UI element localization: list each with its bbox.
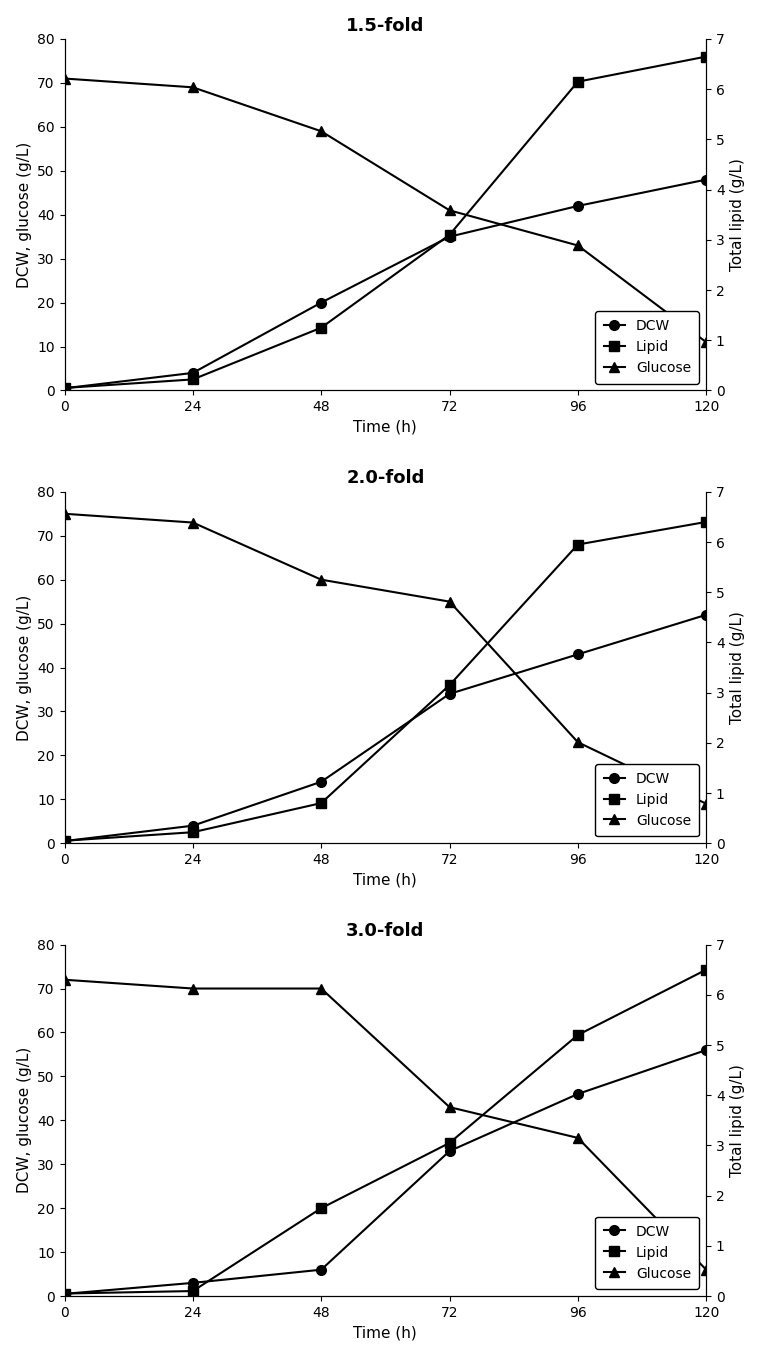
Lipid (188, 372, 197, 388)
Line: Lipid: Lipid (59, 52, 711, 392)
Legend: DCW, Lipid, Glucose: DCW, Lipid, Glucose (595, 311, 700, 384)
DCW (60, 380, 69, 396)
DCW (573, 646, 582, 662)
Y-axis label: DCW, glucose (g/L): DCW, glucose (g/L) (17, 141, 32, 288)
DCW (317, 1262, 326, 1278)
X-axis label: Time (h): Time (h) (354, 1326, 418, 1341)
Y-axis label: Total lipid (g/L): Total lipid (g/L) (730, 611, 745, 725)
Lipid (60, 833, 69, 849)
Legend: DCW, Lipid, Glucose: DCW, Lipid, Glucose (595, 764, 700, 836)
Line: DCW: DCW (59, 609, 711, 845)
Lipid (702, 962, 711, 978)
Glucose (702, 1262, 711, 1278)
Line: Lipid: Lipid (59, 517, 711, 845)
Y-axis label: Total lipid (g/L): Total lipid (g/L) (730, 1064, 745, 1177)
DCW (188, 817, 197, 833)
Glucose (188, 980, 197, 996)
Y-axis label: Total lipid (g/L): Total lipid (g/L) (730, 159, 745, 271)
Line: Glucose: Glucose (59, 974, 711, 1274)
Glucose (60, 972, 69, 988)
Line: DCW: DCW (59, 1045, 711, 1299)
DCW (702, 607, 711, 623)
Lipid (317, 1200, 326, 1216)
Glucose (445, 593, 454, 609)
DCW (702, 171, 711, 187)
Glucose (445, 202, 454, 218)
Line: Lipid: Lipid (59, 965, 711, 1299)
Glucose (702, 334, 711, 350)
Glucose (317, 571, 326, 588)
Lipid (60, 380, 69, 396)
Glucose (445, 1099, 454, 1115)
X-axis label: Time (h): Time (h) (354, 873, 418, 887)
Lipid (702, 49, 711, 65)
Lipid (573, 73, 582, 90)
DCW (188, 1274, 197, 1291)
Line: DCW: DCW (59, 175, 711, 394)
Lipid (445, 1134, 454, 1151)
Glucose (188, 514, 197, 531)
DCW (317, 294, 326, 311)
Legend: DCW, Lipid, Glucose: DCW, Lipid, Glucose (595, 1217, 700, 1289)
DCW (445, 228, 454, 244)
Title: 1.5-fold: 1.5-fold (346, 16, 424, 35)
Glucose (573, 734, 582, 750)
Lipid (188, 1282, 197, 1299)
DCW (573, 198, 582, 214)
Lipid (317, 795, 326, 811)
DCW (317, 773, 326, 790)
DCW (188, 365, 197, 381)
Lipid (573, 1027, 582, 1044)
Line: Glucose: Glucose (59, 509, 711, 809)
Lipid (317, 319, 326, 335)
Lipid (445, 227, 454, 243)
Title: 3.0-fold: 3.0-fold (346, 923, 424, 940)
DCW (60, 1285, 69, 1301)
Glucose (702, 795, 711, 811)
Line: Glucose: Glucose (59, 73, 711, 347)
Lipid (60, 1285, 69, 1301)
X-axis label: Time (h): Time (h) (354, 419, 418, 434)
Y-axis label: DCW, glucose (g/L): DCW, glucose (g/L) (17, 1048, 32, 1193)
Lipid (702, 514, 711, 531)
Y-axis label: DCW, glucose (g/L): DCW, glucose (g/L) (17, 594, 32, 741)
Lipid (188, 824, 197, 840)
DCW (445, 685, 454, 702)
Title: 2.0-fold: 2.0-fold (346, 470, 424, 487)
Glucose (573, 237, 582, 254)
Glucose (573, 1130, 582, 1147)
Lipid (445, 677, 454, 693)
Glucose (317, 123, 326, 140)
DCW (445, 1143, 454, 1159)
DCW (60, 833, 69, 849)
Glucose (60, 71, 69, 87)
DCW (702, 1042, 711, 1058)
Glucose (317, 980, 326, 996)
DCW (573, 1086, 582, 1102)
Glucose (60, 506, 69, 522)
Glucose (188, 79, 197, 95)
Lipid (573, 536, 582, 552)
